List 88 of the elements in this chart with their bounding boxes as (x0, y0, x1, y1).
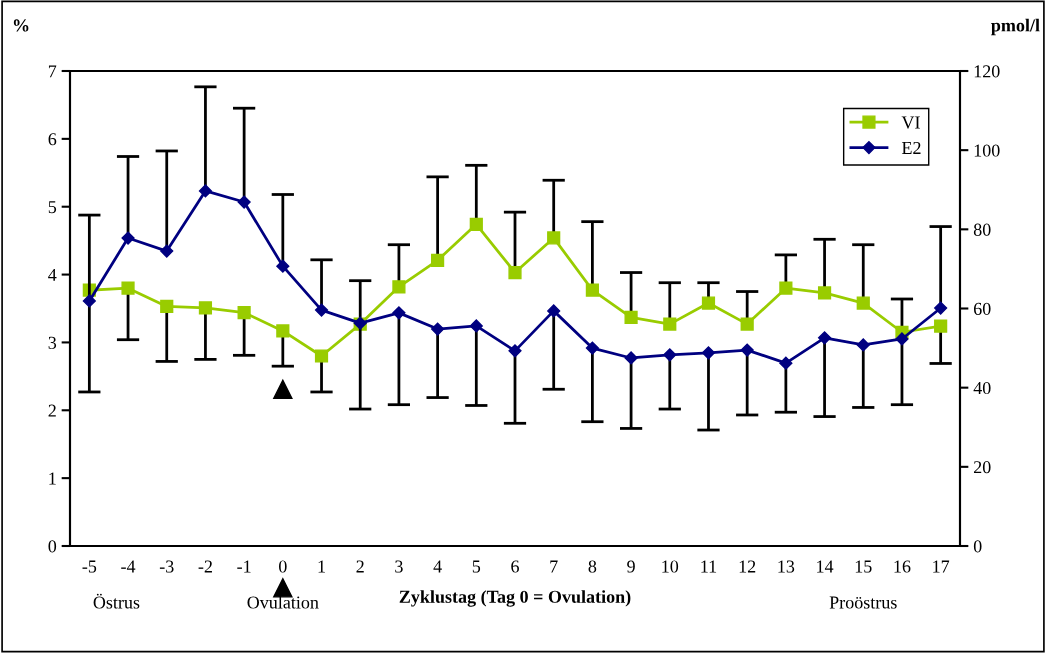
x-tick-label: 1 (318, 560, 325, 573)
point (701, 296, 716, 310)
y2-tick-label: 120 (974, 65, 1000, 78)
point (740, 343, 754, 357)
x-tick-label: 12 (739, 560, 756, 573)
x-tick-label: 11 (701, 560, 717, 573)
x-tick-label: 5 (472, 560, 481, 573)
point (740, 317, 754, 331)
text: Ovulation (247, 595, 319, 609)
x-tick-label: 3 (395, 560, 403, 573)
y-tick-label: 0 (48, 540, 57, 553)
point (547, 231, 561, 245)
point (663, 348, 677, 362)
point (82, 294, 96, 308)
point (276, 259, 290, 273)
point (895, 332, 909, 346)
y2-tick-label: 20 (973, 461, 991, 474)
x-tick-label: -3 (159, 560, 174, 573)
point (314, 303, 329, 317)
x-tick-label: 10 (662, 560, 679, 573)
y-tick-label: 1 (49, 472, 56, 485)
x-tick-label: 16 (894, 560, 911, 573)
point (237, 305, 251, 320)
point (431, 253, 445, 267)
point (508, 265, 522, 280)
point (314, 349, 329, 363)
x-tick-label: -4 (121, 560, 136, 573)
y-tick-label: 6 (48, 133, 57, 146)
point (779, 356, 793, 370)
x-tick-label: 2 (356, 560, 364, 573)
y2-tick-label: 0 (973, 540, 982, 553)
y-tick-label: 5 (48, 201, 57, 214)
x-tick-label: 9 (627, 560, 635, 573)
point (779, 281, 793, 295)
legend-label: VI (901, 116, 920, 129)
y-tick-label: 3 (48, 336, 57, 349)
x-tick-label: 4 (433, 560, 442, 573)
point (237, 195, 251, 209)
x-tick-label: 13 (778, 560, 795, 573)
point (934, 319, 948, 333)
x-tick-label: 15 (855, 560, 872, 573)
text: Östrus (93, 593, 140, 609)
x-tick-label: -5 (82, 560, 97, 573)
point (547, 304, 561, 318)
x-tick-label: 17 (933, 560, 950, 573)
x-tick-label: 8 (588, 560, 597, 573)
x-axis-title: Zyklustag (Tag 0 = Ovulation) (399, 590, 631, 607)
point (469, 319, 483, 333)
y-tick-label: 4 (48, 268, 57, 281)
x-tick-label: 14 (817, 560, 834, 573)
point (624, 351, 638, 365)
point (160, 299, 174, 314)
y2-tick-label: 80 (973, 223, 991, 236)
point (663, 317, 677, 331)
y-tick-label: 7 (48, 65, 57, 78)
point (856, 296, 870, 310)
x-tick-label: 6 (511, 560, 519, 573)
point (392, 280, 406, 294)
point (121, 231, 135, 245)
y2-tick-label: 100 (974, 144, 1000, 157)
point (508, 344, 522, 358)
point (585, 341, 599, 355)
x-tick-label: 7 (550, 560, 558, 573)
point (701, 346, 716, 360)
point (276, 324, 290, 338)
point (198, 301, 213, 315)
point (817, 331, 832, 345)
point (160, 244, 174, 258)
point (934, 301, 948, 315)
y2-tick-label: 60 (973, 302, 991, 315)
legend-label: E2 (901, 141, 921, 154)
x-tick-label: -1 (237, 560, 251, 573)
point (121, 281, 135, 295)
text: Proöstrus (829, 596, 897, 609)
y-tick-label: 2 (48, 404, 56, 417)
x-tick-label: 0 (279, 560, 287, 573)
x-tick-label: -2 (198, 560, 212, 573)
y2-tick-label: 40 (973, 381, 991, 395)
point (469, 217, 483, 231)
point (624, 310, 638, 324)
point (392, 306, 406, 320)
y2-axis-title: pmol/l (991, 18, 1040, 36)
point (585, 283, 599, 297)
point (856, 338, 870, 352)
point (198, 184, 213, 198)
point (817, 286, 832, 300)
point (431, 322, 445, 336)
y-axis-title: % (13, 19, 29, 32)
